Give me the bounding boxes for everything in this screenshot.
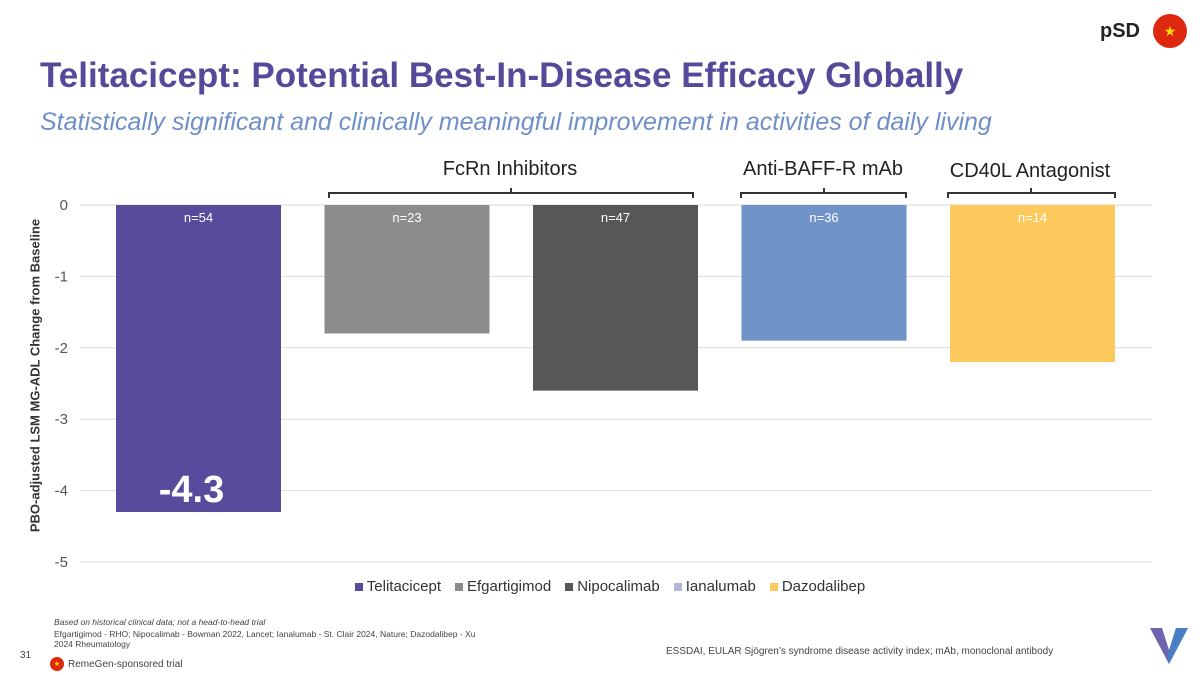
legend-swatch <box>769 582 778 591</box>
legend-label: Dazodalibep <box>781 578 866 595</box>
legend-item: Telitacicept <box>354 578 441 595</box>
legend-label: Telitacicept <box>366 578 441 595</box>
disease-tag: pSD <box>1100 20 1140 42</box>
n-label: n=14 <box>1018 210 1047 225</box>
footnote-disclaimer: Based on historical clinical data; not a… <box>54 617 266 627</box>
legend-label: Nipocalimab <box>577 578 660 595</box>
legend-swatch <box>354 582 363 591</box>
chart-legend: Telitacicept Efgartigimod Nipocalimab Ianal… <box>300 578 920 595</box>
group-label-baff: Anti-BAFF-R mAb <box>742 158 904 180</box>
y-tick-label: -4 <box>55 483 68 500</box>
y-tick-label: -2 <box>55 340 68 357</box>
y-tick-label: -3 <box>55 411 68 428</box>
china-flag-icon: ★ <box>1153 14 1187 48</box>
y-tick-label: 0 <box>60 197 68 214</box>
china-flag-small-icon: ★ <box>50 657 64 671</box>
bracket-fcrn <box>328 188 694 198</box>
y-tick-label: -5 <box>55 554 68 571</box>
y-axis-title: PBO-adjusted LSM MG-ADL Change from Base… <box>27 218 43 533</box>
footnote-references: Efgartigimod - RHO; Nipocalimab - Bowman… <box>54 629 476 649</box>
bracket-baff <box>740 188 907 198</box>
legend-item: Ianalumab <box>673 578 756 595</box>
n-label: n=54 <box>184 210 213 225</box>
legend-swatch <box>454 582 463 591</box>
page-title: Telitacicept: Potential Best-In-Disease … <box>40 56 964 95</box>
page-number: 31 <box>20 650 32 661</box>
group-label-cd40l: CD40L Antagonist <box>949 160 1111 182</box>
legend-item: Nipocalimab <box>565 578 660 595</box>
sponsor-note: RemeGen-sponsored trial <box>68 659 183 670</box>
bar-ianalumab <box>741 205 907 341</box>
bar-dazodalibep <box>950 205 1115 363</box>
y-tick-label: -1 <box>55 268 68 285</box>
n-label: n=23 <box>392 210 421 225</box>
legend-item: Efgartigimod <box>454 578 552 595</box>
abbreviations-note: ESSDAI, EULAR Sjögren’s syndrome disease… <box>666 646 1054 657</box>
bar-nipocalimab <box>533 205 698 391</box>
bracket-cd40l <box>947 188 1116 198</box>
n-label: n=36 <box>809 210 838 225</box>
legend-swatch <box>673 582 682 591</box>
data-label-telitacicept: -4.3 <box>159 469 224 511</box>
legend-label: Ianalumab <box>685 578 756 595</box>
bar-telitacicept <box>116 205 281 513</box>
bar-efgartigimod <box>324 205 490 334</box>
company-logo <box>1150 628 1188 664</box>
page-subtitle: Statistically significant and clinically… <box>40 108 992 136</box>
legend-item: Dazodalibep <box>769 578 866 595</box>
legend-label: Efgartigimod <box>466 578 552 595</box>
legend-swatch <box>565 582 574 591</box>
group-label-fcrn: FcRn Inhibitors <box>442 158 578 180</box>
n-label: n=47 <box>601 210 630 225</box>
